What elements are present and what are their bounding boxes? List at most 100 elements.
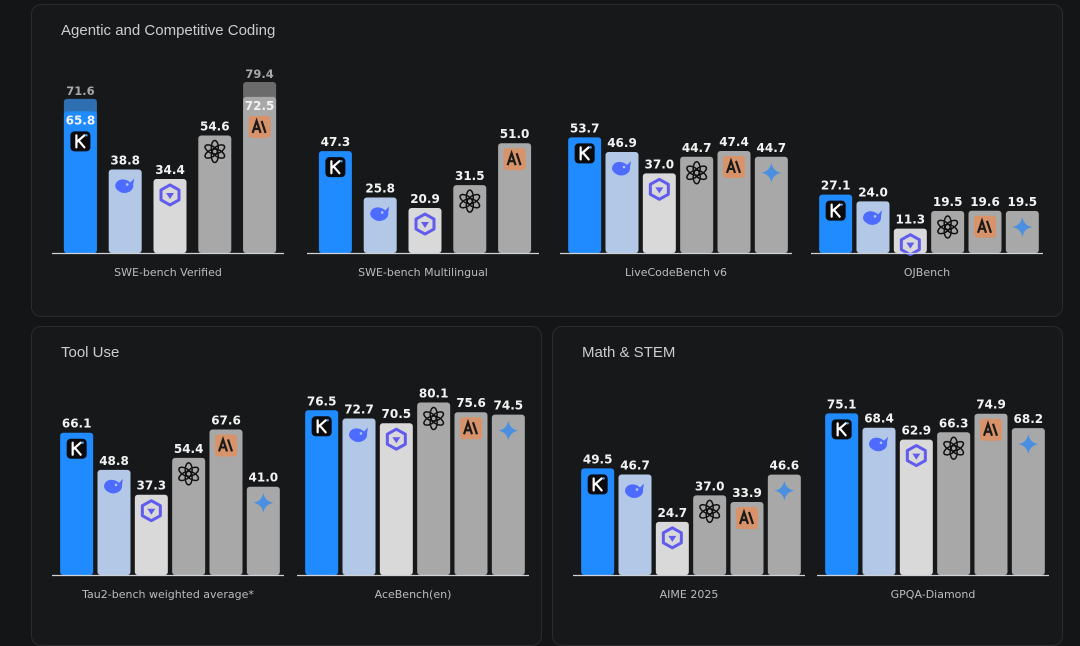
value-label: 24.0: [858, 185, 888, 199]
value-label: 46.7: [620, 458, 650, 472]
value-label: 65.8: [66, 113, 96, 127]
deepseek-whale-icon: [863, 210, 882, 225]
kimi-k-icon: [66, 438, 87, 459]
value-label: 66.3: [939, 416, 969, 430]
anthropic-icon: [723, 155, 745, 178]
bar-group-kimi: 27.1: [819, 179, 853, 253]
value-label: 66.1: [62, 417, 92, 431]
bar: [108, 169, 142, 253]
kimi-k-icon: [311, 416, 332, 437]
deepseek-whale-icon: [625, 483, 644, 498]
value-label: 74.9: [976, 398, 1006, 412]
openai-icon: [686, 161, 708, 185]
bar-group-qwen: 11.3: [893, 213, 927, 257]
qwen-icon: [414, 212, 436, 236]
bar-group-qwen: 37.3: [134, 479, 168, 575]
anthropic-icon: [215, 434, 237, 457]
panel-title: Math & STEM: [582, 344, 676, 361]
value-label: 46.6: [770, 459, 800, 473]
openai-icon: [937, 215, 959, 239]
value-label: 47.4: [719, 135, 749, 149]
bar-group-anthropic: 79.4 72.5: [243, 67, 277, 253]
value-label: 74.5: [494, 399, 524, 413]
chart-livecodebench-v6: 53.7 46.9 37.0 44.7 47.4 44.7 LiveCodeBench v6: [560, 121, 792, 279]
category-label: Tau2-bench weighted average*: [81, 588, 254, 601]
kimi-k-icon: [574, 143, 595, 164]
value-label: 70.5: [382, 407, 412, 421]
category-label: OJBench: [904, 266, 950, 279]
bar-group-kimi: 66.1: [60, 417, 94, 575]
bar-group-openai: 31.5: [453, 169, 487, 253]
value-label: 31.5: [455, 169, 485, 183]
bar: [974, 413, 1008, 575]
bar-group-anthropic: 74.9: [974, 398, 1008, 575]
bar: [568, 137, 602, 253]
openai-icon: [699, 499, 721, 524]
deepseek-whale-icon: [869, 436, 888, 452]
bar-group-openai: 54.6: [198, 119, 232, 253]
bar-group-openai: 54.4: [172, 442, 206, 575]
gemini-star-icon: [1012, 217, 1033, 238]
bar: [379, 423, 413, 575]
value-label: 75.6: [456, 396, 486, 410]
kimi-k-icon: [587, 474, 608, 495]
bar: [498, 143, 532, 253]
bar-group-kimi: 47.3: [318, 135, 352, 253]
deepseek-whale-icon: [115, 178, 135, 193]
bar-group-qwen: 70.5: [379, 407, 413, 575]
bar: [198, 135, 232, 253]
category-label: LiveCodeBench v6: [625, 266, 727, 279]
bar-group-anthropic: 19.6: [968, 195, 1002, 253]
bar: [931, 211, 965, 253]
value-label: 19.6: [970, 195, 1000, 209]
bar: [642, 173, 676, 253]
value-label: 75.1: [827, 397, 857, 411]
bar: [856, 201, 890, 253]
bar-group-google: 74.5: [491, 399, 525, 575]
bar: [767, 474, 801, 575]
bar: [491, 414, 525, 575]
anthropic-icon: [736, 507, 758, 530]
openai-icon: [943, 436, 965, 461]
bar-group-anthropic: 47.4: [717, 135, 751, 253]
value-label: 51.0: [500, 127, 530, 141]
bar-group-qwen: 34.4: [153, 163, 187, 253]
category-label: AIME 2025: [660, 588, 719, 601]
qwen-icon: [140, 499, 162, 523]
openai-icon: [204, 139, 226, 164]
bar-group-google: 19.5: [1005, 195, 1039, 253]
value-label: 46.9: [607, 136, 637, 150]
chart-gpqa-diamond: 75.1 68.4 62.9 66.3 74.9 68.2 GPQA-Diamond: [817, 397, 1049, 601]
bar: [134, 494, 168, 575]
bar: [680, 156, 714, 253]
bar: [417, 402, 451, 575]
bar: [453, 185, 487, 253]
anthropic-icon: [980, 418, 1002, 441]
bar: [581, 468, 615, 575]
bar-group-google: 46.6: [767, 459, 801, 575]
bar-group-qwen: 24.7: [655, 506, 689, 575]
bar-group-qwen: 37.0: [642, 157, 676, 253]
chart-ojbench: 27.1 24.0 11.3 19.5 19.6 19.5 OJBench: [811, 179, 1043, 279]
deepseek-whale-icon: [349, 427, 368, 443]
category-label: GPQA-Diamond: [891, 588, 976, 601]
qwen-icon: [899, 233, 921, 257]
bar-group-anthropic: 51.0: [498, 127, 532, 253]
bar: [60, 432, 94, 575]
value-label: 72.7: [344, 402, 374, 416]
kimi-k-icon: [70, 131, 91, 152]
value-label: 49.5: [583, 452, 613, 466]
bar-group-deepseek: 68.4: [862, 412, 896, 575]
value-label: 44.7: [757, 141, 787, 155]
value-label: 53.7: [570, 121, 600, 135]
bar-group-qwen: 62.9: [899, 424, 933, 575]
bar-group-anthropic: 67.6: [209, 413, 243, 575]
qwen-icon: [648, 177, 670, 201]
bar: [318, 151, 352, 253]
panel-title: Agentic and Competitive Coding: [61, 22, 276, 39]
kimi-k-icon: [831, 419, 852, 440]
gemini-star-icon: [498, 420, 519, 441]
bar-group-kimi: 71.6 65.8: [63, 84, 97, 253]
bar-group-anthropic: 75.6: [454, 396, 488, 575]
bar: [754, 156, 788, 253]
